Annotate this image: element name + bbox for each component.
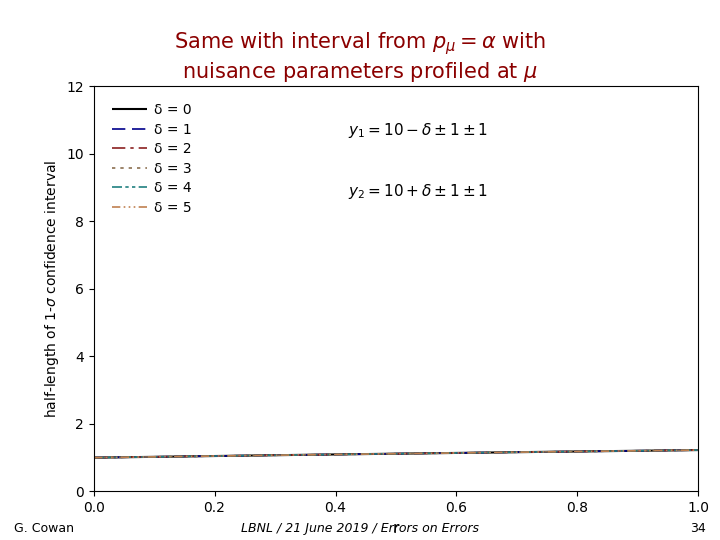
δ = 1 bbox=[693, 447, 702, 453]
δ = 2 bbox=[447, 450, 456, 456]
δ = 2 bbox=[90, 454, 99, 461]
δ = 5 bbox=[598, 448, 607, 454]
X-axis label: r: r bbox=[393, 521, 399, 536]
δ = 1 bbox=[459, 450, 468, 456]
δ = 1 bbox=[598, 448, 607, 454]
δ = 3 bbox=[637, 448, 646, 454]
δ = 1 bbox=[447, 450, 456, 456]
δ = 5 bbox=[459, 450, 468, 456]
δ = 3 bbox=[90, 454, 99, 461]
δ = 4 bbox=[449, 450, 458, 456]
δ = 5 bbox=[92, 454, 101, 461]
δ = 4 bbox=[459, 450, 468, 456]
Text: 34: 34 bbox=[690, 522, 706, 535]
δ = 0 bbox=[693, 447, 702, 453]
δ = 0 bbox=[598, 448, 607, 454]
Line: δ = 1: δ = 1 bbox=[94, 450, 698, 457]
Line: δ = 4: δ = 4 bbox=[94, 450, 698, 457]
δ = 4 bbox=[90, 454, 99, 461]
δ = 3 bbox=[447, 450, 456, 456]
δ = 4 bbox=[598, 448, 607, 454]
Text: $y_2 = 10 + \delta \pm 1\pm 1$: $y_2 = 10 + \delta \pm 1\pm 1$ bbox=[348, 182, 488, 201]
δ = 4 bbox=[637, 448, 646, 454]
δ = 3 bbox=[449, 450, 458, 456]
δ = 2 bbox=[693, 447, 702, 453]
δ = 5 bbox=[449, 450, 458, 456]
δ = 2 bbox=[598, 448, 607, 454]
δ = 1 bbox=[449, 450, 458, 456]
Legend: δ = 0, δ = 1, δ = 2, δ = 3, δ = 4, δ = 5: δ = 0, δ = 1, δ = 2, δ = 3, δ = 4, δ = 5 bbox=[107, 97, 197, 220]
δ = 0 bbox=[92, 454, 101, 461]
δ = 3 bbox=[693, 447, 702, 453]
δ = 0 bbox=[449, 450, 458, 456]
δ = 5 bbox=[637, 448, 646, 454]
δ = 2 bbox=[449, 450, 458, 456]
δ = 3 bbox=[459, 450, 468, 456]
Line: δ = 2: δ = 2 bbox=[94, 450, 698, 457]
δ = 4 bbox=[693, 447, 702, 453]
δ = 1 bbox=[637, 448, 646, 454]
Y-axis label: half-length of 1-$\sigma$ confidence interval: half-length of 1-$\sigma$ confidence int… bbox=[42, 160, 60, 418]
δ = 5 bbox=[693, 447, 702, 453]
δ = 0 bbox=[637, 448, 646, 454]
δ = 2 bbox=[92, 454, 101, 461]
δ = 3 bbox=[92, 454, 101, 461]
δ = 4 bbox=[447, 450, 456, 456]
δ = 4 bbox=[92, 454, 101, 461]
δ = 1 bbox=[92, 454, 101, 461]
δ = 1 bbox=[90, 454, 99, 461]
Line: δ = 5: δ = 5 bbox=[94, 450, 698, 457]
δ = 5 bbox=[90, 454, 99, 461]
δ = 0 bbox=[90, 454, 99, 461]
Line: δ = 3: δ = 3 bbox=[94, 450, 698, 457]
Text: LBNL / 21 June 2019 / Errors on Errors: LBNL / 21 June 2019 / Errors on Errors bbox=[241, 522, 479, 535]
δ = 5 bbox=[447, 450, 456, 456]
Text: G. Cowan: G. Cowan bbox=[14, 522, 74, 535]
δ = 3 bbox=[598, 448, 607, 454]
Text: $y_1 = 10 - \delta \pm 1\pm 1$: $y_1 = 10 - \delta \pm 1\pm 1$ bbox=[348, 121, 488, 140]
δ = 2 bbox=[459, 450, 468, 456]
δ = 2 bbox=[637, 448, 646, 454]
Text: Same with interval from $p_{\mu} = \alpha$ with
nuisance parameters profiled at : Same with interval from $p_{\mu} = \alph… bbox=[174, 30, 546, 84]
Line: δ = 0: δ = 0 bbox=[94, 450, 698, 457]
δ = 0 bbox=[447, 450, 456, 456]
δ = 0 bbox=[459, 450, 468, 456]
